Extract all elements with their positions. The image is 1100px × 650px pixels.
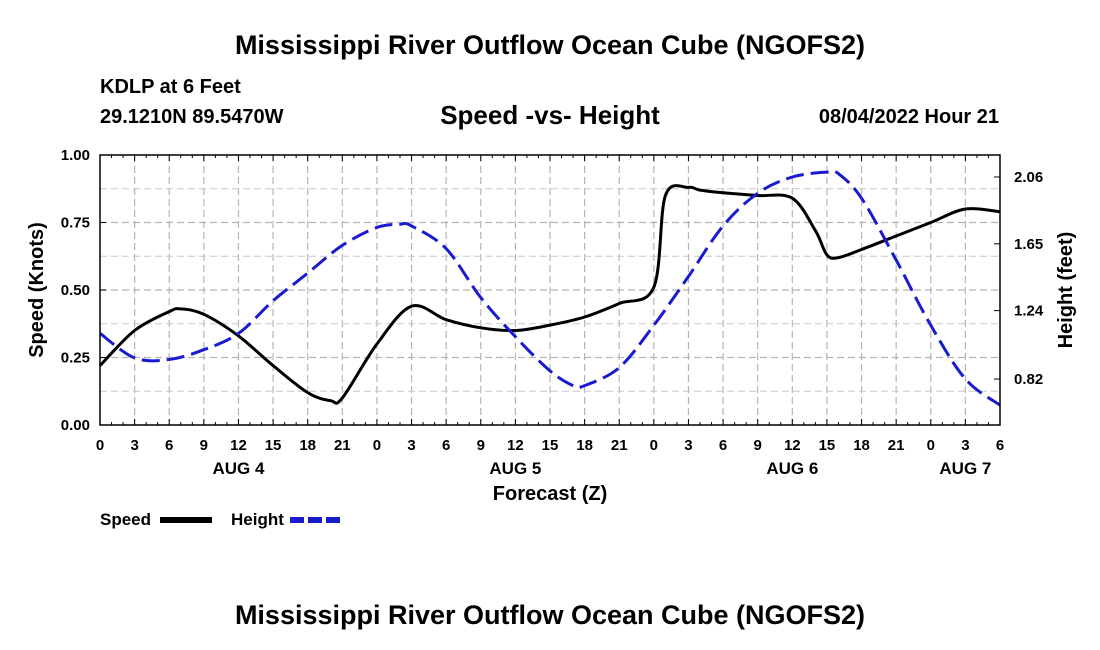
legend-speed-label: Speed	[100, 510, 151, 529]
x-tick-label: 9	[754, 437, 762, 454]
grid	[100, 155, 1000, 425]
x-tick-label: 3	[130, 437, 138, 454]
x-tick-label: 0	[927, 437, 935, 454]
x-tick-label: 15	[542, 437, 559, 454]
y-tick-label-right: 1.24	[1014, 303, 1044, 320]
footer-title: Mississippi River Outflow Ocean Cube (NG…	[0, 600, 1100, 631]
day-label: AUG 4	[212, 459, 265, 478]
x-tick-label: 3	[684, 437, 692, 454]
x-tick-label: 12	[507, 437, 524, 454]
y-tick-label-right: 1.65	[1014, 236, 1043, 253]
x-tick-label: 3	[407, 437, 415, 454]
legend-height-label: Height	[231, 510, 284, 529]
y-tick-label-left: 0.50	[61, 282, 90, 299]
speed-height-chart: 0 3 6 9 12 15 18 21 0 3 6 9 12 15 18 21 0 3 6 9 12 15 18 21 0 3 6A…	[0, 0, 1100, 650]
x-tick-label: 18	[853, 437, 870, 454]
x-tick-label: 3	[961, 437, 969, 454]
x-axis-label: Forecast (Z)	[493, 483, 607, 505]
x-tick-label: 9	[477, 437, 485, 454]
day-label: AUG 5	[489, 459, 541, 478]
x-tick-label: 21	[334, 437, 351, 454]
y-tick-label-right: 0.82	[1014, 371, 1043, 388]
x-tick-label: 15	[265, 437, 282, 454]
x-tick-label: 0	[650, 437, 658, 454]
x-tick-label: 6	[996, 437, 1004, 454]
x-tick-label: 18	[299, 437, 316, 454]
y-tick-label-left: 0.25	[61, 350, 90, 367]
x-tick-label: 0	[373, 437, 381, 454]
y-axis-label-right: Height (feet)	[1055, 232, 1077, 349]
x-tick-label: 18	[576, 437, 593, 454]
x-tick-label: 12	[784, 437, 801, 454]
x-tick-label: 12	[230, 437, 247, 454]
x-tick-label: 0	[96, 437, 104, 454]
day-label: AUG 7	[939, 459, 991, 478]
y-tick-label-right: 2.06	[1014, 169, 1043, 186]
y-axis-label-left: Speed (Knots)	[26, 222, 48, 358]
x-tick-label: 21	[888, 437, 905, 454]
y-tick-label-left: 1.00	[61, 147, 90, 164]
x-tick-label: 15	[819, 437, 836, 454]
x-tick-label: 6	[165, 437, 173, 454]
x-tick-label: 9	[200, 437, 208, 454]
day-label: AUG 6	[766, 459, 818, 478]
y-tick-label-left: 0.00	[61, 417, 90, 434]
x-tick-label: 21	[611, 437, 628, 454]
x-tick-label: 6	[442, 437, 450, 454]
y-tick-label-left: 0.75	[61, 215, 90, 232]
x-tick-label: 6	[719, 437, 727, 454]
